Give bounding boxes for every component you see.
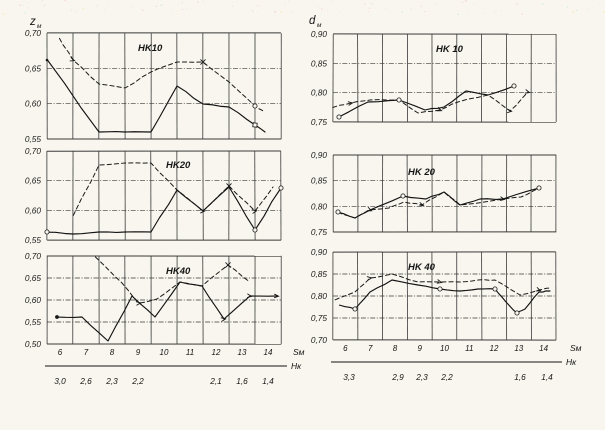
svg-text:0,80: 0,80 (311, 291, 328, 301)
svg-text:12: 12 (212, 348, 221, 357)
svg-text:0,85: 0,85 (311, 176, 328, 186)
svg-text:Sм: Sм (293, 347, 305, 357)
svg-text:м: м (37, 23, 42, 30)
svg-text:1,6: 1,6 (514, 372, 526, 382)
svg-text:9: 9 (136, 348, 141, 357)
svg-text:11: 11 (186, 348, 194, 357)
svg-text:HK40: HK40 (166, 266, 191, 277)
svg-text:HK 40: HK 40 (408, 262, 436, 273)
svg-text:2,6: 2,6 (79, 376, 92, 386)
svg-text:2,3: 2,3 (415, 372, 428, 382)
svg-text:Hк: Hк (291, 361, 302, 371)
svg-text:13: 13 (514, 344, 523, 353)
svg-text:2,3: 2,3 (105, 376, 118, 386)
svg-text:2,2: 2,2 (440, 372, 453, 382)
svg-text:0,90: 0,90 (311, 150, 328, 160)
svg-text:6: 6 (343, 344, 348, 353)
svg-text:0,50: 0,50 (25, 339, 42, 349)
svg-text:0,90: 0,90 (311, 29, 328, 39)
svg-text:0,75: 0,75 (311, 117, 328, 127)
svg-text:0,55: 0,55 (25, 134, 42, 144)
svg-text:10: 10 (440, 344, 449, 353)
svg-text:HK10: HK10 (138, 43, 163, 54)
svg-text:0,60: 0,60 (25, 205, 42, 215)
svg-text:0,75: 0,75 (311, 227, 328, 237)
svg-text:0,70: 0,70 (25, 146, 42, 156)
svg-text:0,60: 0,60 (25, 295, 42, 305)
svg-text:0,85: 0,85 (311, 58, 328, 68)
svg-text:0,70: 0,70 (311, 335, 328, 345)
svg-text:11: 11 (465, 344, 473, 353)
svg-text:0,60: 0,60 (25, 99, 42, 109)
svg-text:0,75: 0,75 (311, 313, 328, 323)
svg-text:0,70: 0,70 (25, 251, 42, 261)
svg-text:2,1: 2,1 (209, 376, 222, 386)
svg-text:6: 6 (58, 348, 63, 357)
svg-text:0,80: 0,80 (311, 201, 328, 211)
svg-text:Hк: Hк (566, 357, 577, 367)
svg-text:0,65: 0,65 (25, 273, 42, 283)
svg-text:2,9: 2,9 (391, 372, 404, 382)
svg-text:0,65: 0,65 (25, 176, 42, 186)
svg-text:HK 10: HK 10 (436, 44, 464, 55)
svg-text:8: 8 (393, 344, 398, 353)
svg-text:14: 14 (539, 344, 548, 353)
svg-text:0,65: 0,65 (25, 63, 42, 73)
svg-text:1,4: 1,4 (541, 372, 553, 382)
svg-text:d: d (309, 15, 316, 27)
svg-text:9: 9 (417, 344, 422, 353)
svg-text:12: 12 (490, 344, 499, 353)
svg-text:7: 7 (84, 348, 89, 357)
svg-text:HK 20: HK 20 (408, 167, 436, 178)
svg-text:z: z (29, 16, 36, 28)
svg-text:0,85: 0,85 (311, 269, 328, 279)
svg-text:0,55: 0,55 (25, 317, 42, 327)
svg-text:10: 10 (160, 348, 169, 357)
svg-text:HK20: HK20 (166, 160, 191, 171)
svg-text:2,2: 2,2 (131, 376, 144, 386)
svg-text:1,4: 1,4 (262, 376, 274, 386)
svg-text:1,6: 1,6 (236, 376, 248, 386)
svg-text:Sм: Sм (570, 343, 582, 353)
svg-text:14: 14 (264, 348, 273, 357)
svg-text:7: 7 (368, 344, 373, 353)
svg-text:м: м (317, 22, 322, 29)
svg-text:0,55: 0,55 (25, 235, 42, 245)
svg-text:0,90: 0,90 (311, 247, 328, 257)
svg-text:0,80: 0,80 (311, 88, 328, 98)
svg-text:13: 13 (238, 348, 247, 357)
svg-text:3,3: 3,3 (343, 372, 355, 382)
svg-text:8: 8 (110, 348, 115, 357)
svg-text:3,0: 3,0 (54, 376, 66, 386)
